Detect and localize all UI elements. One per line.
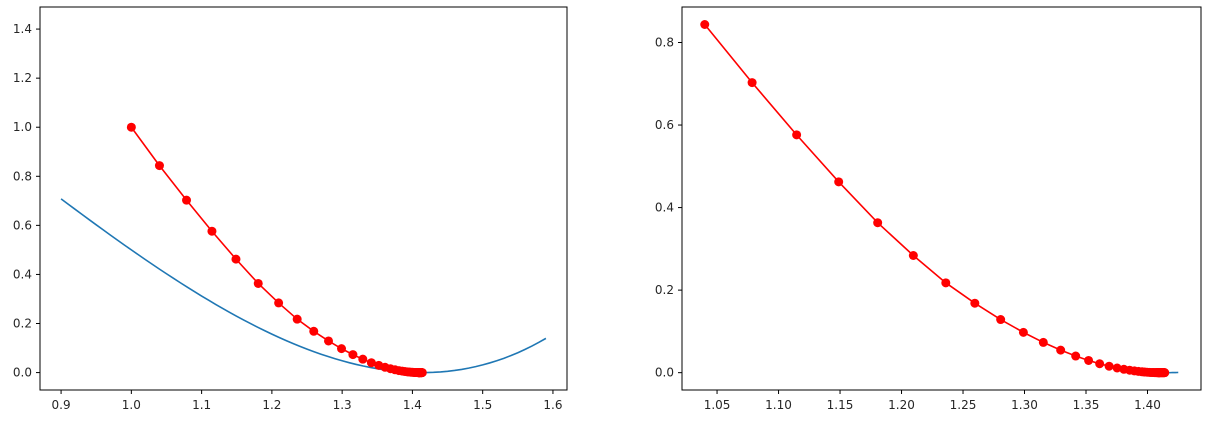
iteration-point [792,130,802,140]
iteration-point [700,20,710,29]
iteration-point [358,354,368,364]
x-tick-label: 1.35 [1073,398,1100,412]
x-tick-label: 1.4 [403,398,422,412]
iteration-point [941,278,951,288]
x-tick-label: 1.30 [1011,398,1038,412]
y-tick-label: 0.6 [13,218,32,232]
iteration-point [747,78,757,88]
plot-area [700,20,1179,378]
iteration-point [834,177,844,187]
iteration-point [1095,359,1105,369]
iteration-point [1104,361,1114,371]
iteration-point [1038,337,1048,347]
axes-frame [681,6,1202,391]
x-tick-label: 1.15 [827,398,854,412]
x-tick-label: 1.40 [1134,398,1161,412]
iteration-point [292,314,302,324]
right-chart: 1.05 1.10 1.15 1.20 1.25 1.30 1.35 1.40 0.0 0.2 0.… [655,6,1202,412]
iteration-point [996,315,1006,325]
iteration-point [126,122,136,132]
x-tick-label: 1.3 [333,398,352,412]
iteration-point [348,350,358,360]
y-tick-label: 1.0 [13,120,32,134]
x-tick-label: 1.2 [262,398,281,412]
y-tick-label: 0.2 [13,317,32,331]
iteration-point [1160,368,1170,378]
x-tick-label: 0.9 [52,398,71,412]
y-tick-label: 0.0 [655,366,674,380]
iteration-point [1071,351,1081,361]
iteration-point [207,226,217,236]
y-tick-label: 1.4 [13,22,32,36]
iteration-point [182,195,192,205]
iteration-point [908,251,918,260]
iteration-point [1084,355,1094,365]
y-tick-label: 0.6 [655,118,674,132]
y-tick-label: 0.2 [655,283,674,297]
y-tick-label: 0.4 [13,267,32,281]
iteration-point [324,336,334,346]
left-chart: 0.9 1.0 1.1 1.2 1.3 1.4 1.5 1.6 0.0 0.2 0.4 0.6 0.8 1… [13,6,568,412]
x-tick-label: 1.20 [888,398,915,412]
iteration-point [231,254,241,264]
iteration-point [366,358,376,368]
y-tick-label: 0.8 [655,35,674,49]
function-curve [60,198,547,374]
iteration-point [1018,327,1028,337]
iteration-point [253,278,263,288]
iteration-point [274,298,284,308]
iteration-point [154,161,164,171]
x-tick-label: 1.1 [192,398,211,412]
iteration-point [873,218,883,228]
x-tick-label: 1.5 [473,398,492,412]
iteration-point [417,368,427,378]
x-tick-label: 1.0 [122,398,141,412]
y-tick-label: 0.8 [13,169,32,183]
axes-frame [39,6,568,391]
plot-area [60,122,547,378]
x-tick-label: 1.6 [543,398,562,412]
x-tick-label: 1.25 [950,398,977,412]
y-tick-label: 1.2 [13,71,32,85]
iteration-point [1056,345,1066,355]
iteration-point [309,326,319,336]
y-tick-label: 0.4 [655,201,674,215]
iteration-point [337,344,347,354]
x-tick-label: 1.10 [765,398,792,412]
iteration-point [1112,363,1122,373]
x-tick-label: 1.05 [704,398,731,412]
y-tick-label: 0.0 [13,366,32,380]
iteration-point [970,298,980,308]
